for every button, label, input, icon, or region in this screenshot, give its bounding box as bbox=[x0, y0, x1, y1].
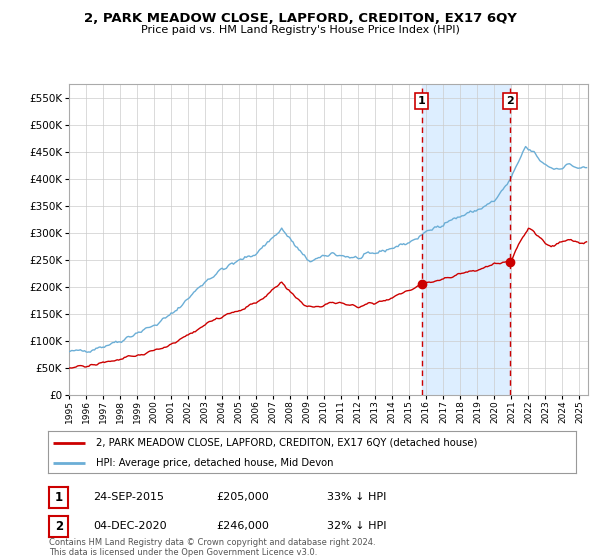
Text: 2: 2 bbox=[506, 96, 514, 106]
Text: 2, PARK MEADOW CLOSE, LAPFORD, CREDITON, EX17 6QY: 2, PARK MEADOW CLOSE, LAPFORD, CREDITON,… bbox=[83, 12, 517, 25]
Text: 1: 1 bbox=[418, 96, 425, 106]
Text: 1: 1 bbox=[55, 491, 63, 504]
Text: 32% ↓ HPI: 32% ↓ HPI bbox=[327, 521, 386, 531]
Text: 04-DEC-2020: 04-DEC-2020 bbox=[93, 521, 167, 531]
Text: £205,000: £205,000 bbox=[216, 492, 269, 502]
Text: 33% ↓ HPI: 33% ↓ HPI bbox=[327, 492, 386, 502]
Text: Price paid vs. HM Land Registry's House Price Index (HPI): Price paid vs. HM Land Registry's House … bbox=[140, 25, 460, 35]
Text: Contains HM Land Registry data © Crown copyright and database right 2024.
This d: Contains HM Land Registry data © Crown c… bbox=[49, 538, 376, 557]
Text: 2, PARK MEADOW CLOSE, LAPFORD, CREDITON, EX17 6QY (detached house): 2, PARK MEADOW CLOSE, LAPFORD, CREDITON,… bbox=[95, 438, 477, 448]
Text: 24-SEP-2015: 24-SEP-2015 bbox=[93, 492, 164, 502]
Text: £246,000: £246,000 bbox=[216, 521, 269, 531]
Bar bbox=[422, 84, 510, 395]
Text: 2: 2 bbox=[55, 520, 63, 533]
Text: HPI: Average price, detached house, Mid Devon: HPI: Average price, detached house, Mid … bbox=[95, 458, 333, 468]
